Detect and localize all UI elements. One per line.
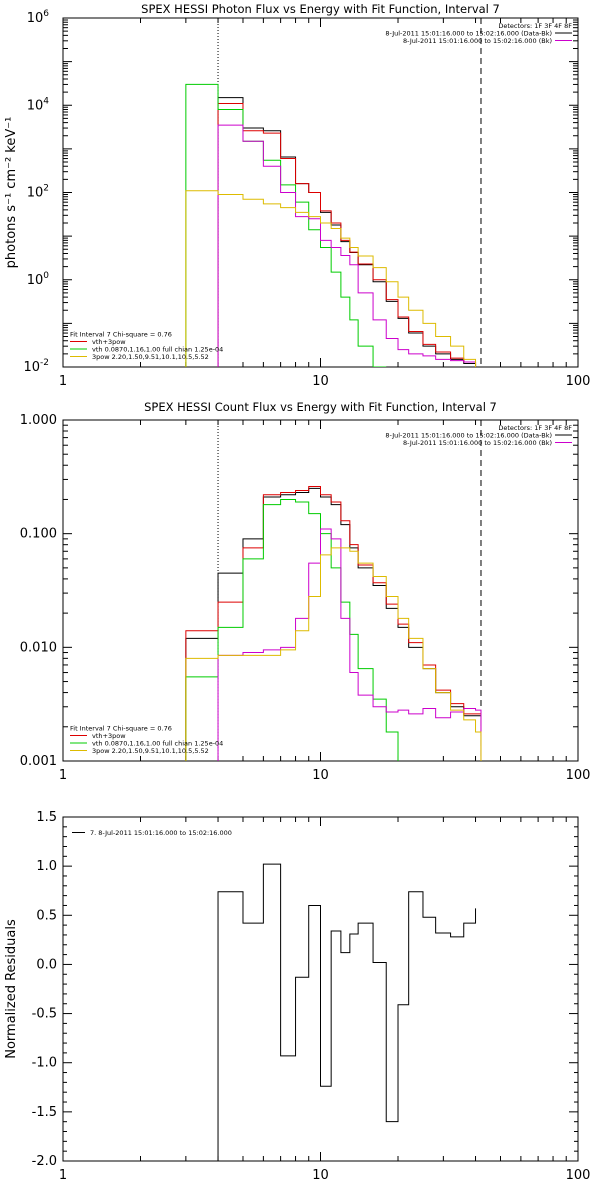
- y-tick-label: 1.5: [36, 810, 57, 825]
- y-tick-label: 0.0: [36, 957, 57, 972]
- legend-heading: Detectors: 1F 3F 4F 8F: [498, 424, 572, 432]
- count-flux-panel: SPEX HESSI Count Flux vs Energy with Fit…: [20, 400, 591, 783]
- legend-entry: 8-Jul-2011 15:01:16.000 to 15:02:16.000 …: [385, 30, 552, 38]
- y-tick-label: 104: [27, 96, 50, 113]
- series-line-4: [185, 190, 477, 367]
- series-line-3: [217, 124, 477, 367]
- legend-entry: 8-Jul-2011 15:01:16.000 to 15:02:16.000 …: [403, 439, 552, 447]
- y-tick-label: 102: [27, 184, 49, 201]
- legend-entry: 3pow 2.20,1.50,9.51,10.1,10.5,5.52: [92, 353, 209, 361]
- legend-entry: vth 0.0870,1.16,1.00 full chian 1.25e-04: [92, 740, 223, 748]
- y-tick-label: 0.5: [36, 908, 57, 923]
- y-axis-label: photons s⁻¹ cm⁻² keV⁻¹: [4, 117, 19, 269]
- legend-entry: 8-Jul-2011 15:01:16.000 to 15:02:16.000 …: [403, 37, 552, 45]
- legend-heading: Detectors: 1F 3F 4F 8F: [498, 22, 572, 30]
- legend-entry: vth+3pow: [92, 338, 126, 346]
- x-tick-label: 1: [59, 1168, 67, 1183]
- series-line-1: [185, 485, 482, 761]
- y-tick-label: -1.5: [32, 1105, 57, 1120]
- y-tick-label: -1.0: [32, 1056, 57, 1071]
- y-tick-label: 106: [27, 9, 50, 26]
- x-tick-label: 1: [59, 374, 67, 389]
- legend-entry: 7. 8-Jul-2011 15:01:16.000 to 15:02:16.0…: [90, 829, 232, 837]
- y-tick-label: 0.100: [20, 527, 57, 542]
- legend-entry: 3pow 2.20,1.50,9.51,10.1,10.5,5.52: [92, 747, 209, 755]
- series-line-2: [185, 498, 399, 761]
- series-line-2: [185, 83, 387, 367]
- y-tick-label: 10-2: [23, 358, 49, 375]
- x-tick-label: 100: [566, 374, 591, 389]
- x-tick-label: 100: [566, 1168, 591, 1183]
- chart-title: SPEX HESSI Photon Flux vs Energy with Fi…: [141, 2, 500, 16]
- x-tick-label: 1: [59, 768, 67, 783]
- series-line-4: [185, 547, 482, 761]
- y-tick-label: 1.000: [20, 413, 57, 428]
- series-line-0: [185, 487, 482, 761]
- photon-flux-panel: SPEX HESSI Photon Flux vs Energy with Fi…: [4, 2, 590, 389]
- legend-heading: Fit Interval 7 Chi-square = 0.76: [70, 725, 172, 733]
- y-tick-label: 1.0: [36, 859, 57, 874]
- y-tick-label: 0.010: [20, 640, 57, 655]
- series-line-0: [217, 863, 477, 1161]
- legend-heading: Fit Interval 7 Chi-square = 0.76: [70, 331, 172, 339]
- y-tick-label: 100: [27, 271, 50, 288]
- legend-entry: 8-Jul-2011 15:01:16.000 to 15:02:16.000 …: [385, 432, 552, 440]
- legend-entry: vth 0.0870,1.16,1.00 full chian 1.25e-04: [92, 346, 223, 354]
- x-tick-label: 100: [566, 768, 591, 783]
- chart-title: SPEX HESSI Count Flux vs Energy with Fit…: [144, 400, 497, 414]
- x-tick-label: 10: [312, 1168, 329, 1183]
- residuals-panel: 1 10 100 -2.0 -1.5 -1.0 -0.5 0.0 0.5 1.0 1.5 Normal…: [4, 810, 590, 1183]
- series-line-3: [217, 528, 482, 761]
- y-tick-label: 0.001: [20, 754, 57, 769]
- series-line-1: [217, 102, 477, 367]
- y-tick-label: -2.0: [32, 1154, 57, 1169]
- series-line-0: [217, 97, 477, 367]
- x-tick-label: 10: [312, 768, 329, 783]
- legend-entry: vth+3pow: [92, 732, 126, 740]
- x-tick-label: 10: [312, 374, 329, 389]
- y-tick-label: -0.5: [32, 1007, 57, 1022]
- y-axis-label: Normalized Residuals: [4, 919, 19, 1059]
